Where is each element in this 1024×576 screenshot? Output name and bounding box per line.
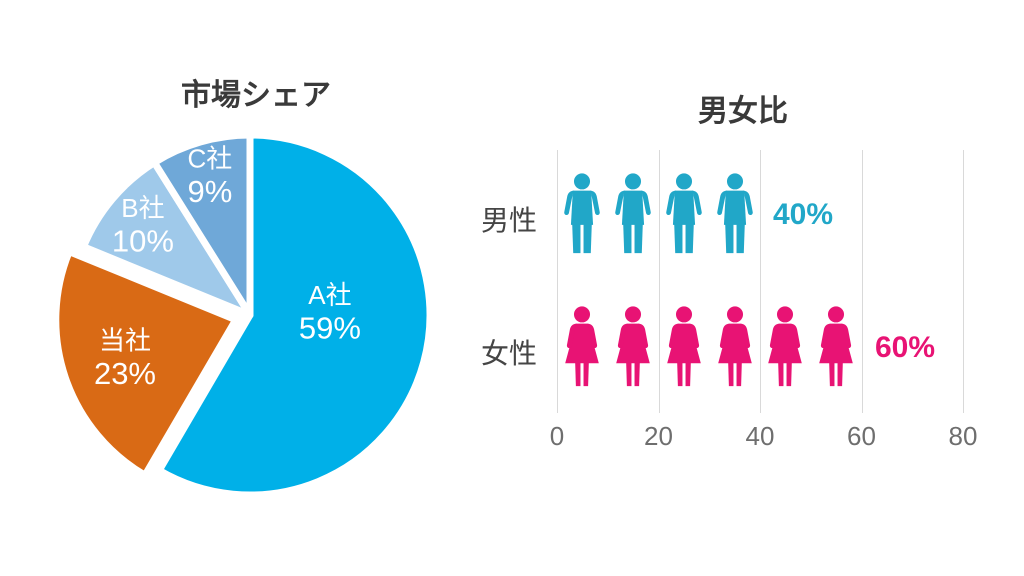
female-person-icon: [667, 306, 701, 387]
gender-ratio-title: 男女比: [698, 95, 788, 128]
x-tick-label: 60: [847, 421, 876, 451]
female-person-icon: [768, 306, 803, 387]
pie-slice-label: 59%: [299, 311, 361, 346]
pie-slice: [52, 248, 240, 479]
male-person-icon: [615, 173, 651, 254]
market-share-title: 市場シェア: [181, 79, 331, 112]
gridline: [658, 150, 660, 413]
pie-slice-label: 10%: [112, 223, 174, 258]
female-person-icon: [717, 306, 752, 387]
pie-slice-label: 当社: [99, 325, 151, 355]
gridline: [760, 150, 761, 413]
female-row-label: 女性: [480, 338, 537, 369]
female-person-icon: [565, 306, 600, 387]
male-person-icon: [666, 173, 702, 254]
pie-slice-label: 23%: [94, 356, 156, 391]
x-tick-label: 80: [948, 421, 978, 451]
male-row-label: 男性: [480, 205, 537, 236]
female-person-icon: [616, 306, 650, 387]
x-tick-label: 0: [549, 421, 565, 451]
female-value-label: 60%: [875, 331, 936, 364]
female-person-icon: [819, 306, 853, 387]
pie-slice: [155, 131, 434, 499]
male-person-icon: [564, 173, 601, 254]
pie-slice-label: C社: [188, 144, 233, 174]
gender-ratio-chart: 男女比 0 20 40 60 80 男性 女性 40% 60%: [450, 0, 1024, 576]
gridline: [557, 150, 558, 413]
pie-slice-label: 9%: [188, 174, 233, 209]
male-value-label: 40%: [773, 198, 834, 231]
pie-slice: [150, 131, 254, 319]
pie-slice-label: A社: [308, 280, 351, 310]
male-person-icon: [716, 173, 753, 254]
gridline: [963, 150, 964, 413]
gridline: [861, 150, 863, 413]
pie-slice-label: B社: [121, 193, 164, 223]
x-tick-label: 40: [745, 421, 775, 451]
pie-slice: [79, 158, 254, 319]
x-tick-label: 20: [644, 421, 673, 451]
